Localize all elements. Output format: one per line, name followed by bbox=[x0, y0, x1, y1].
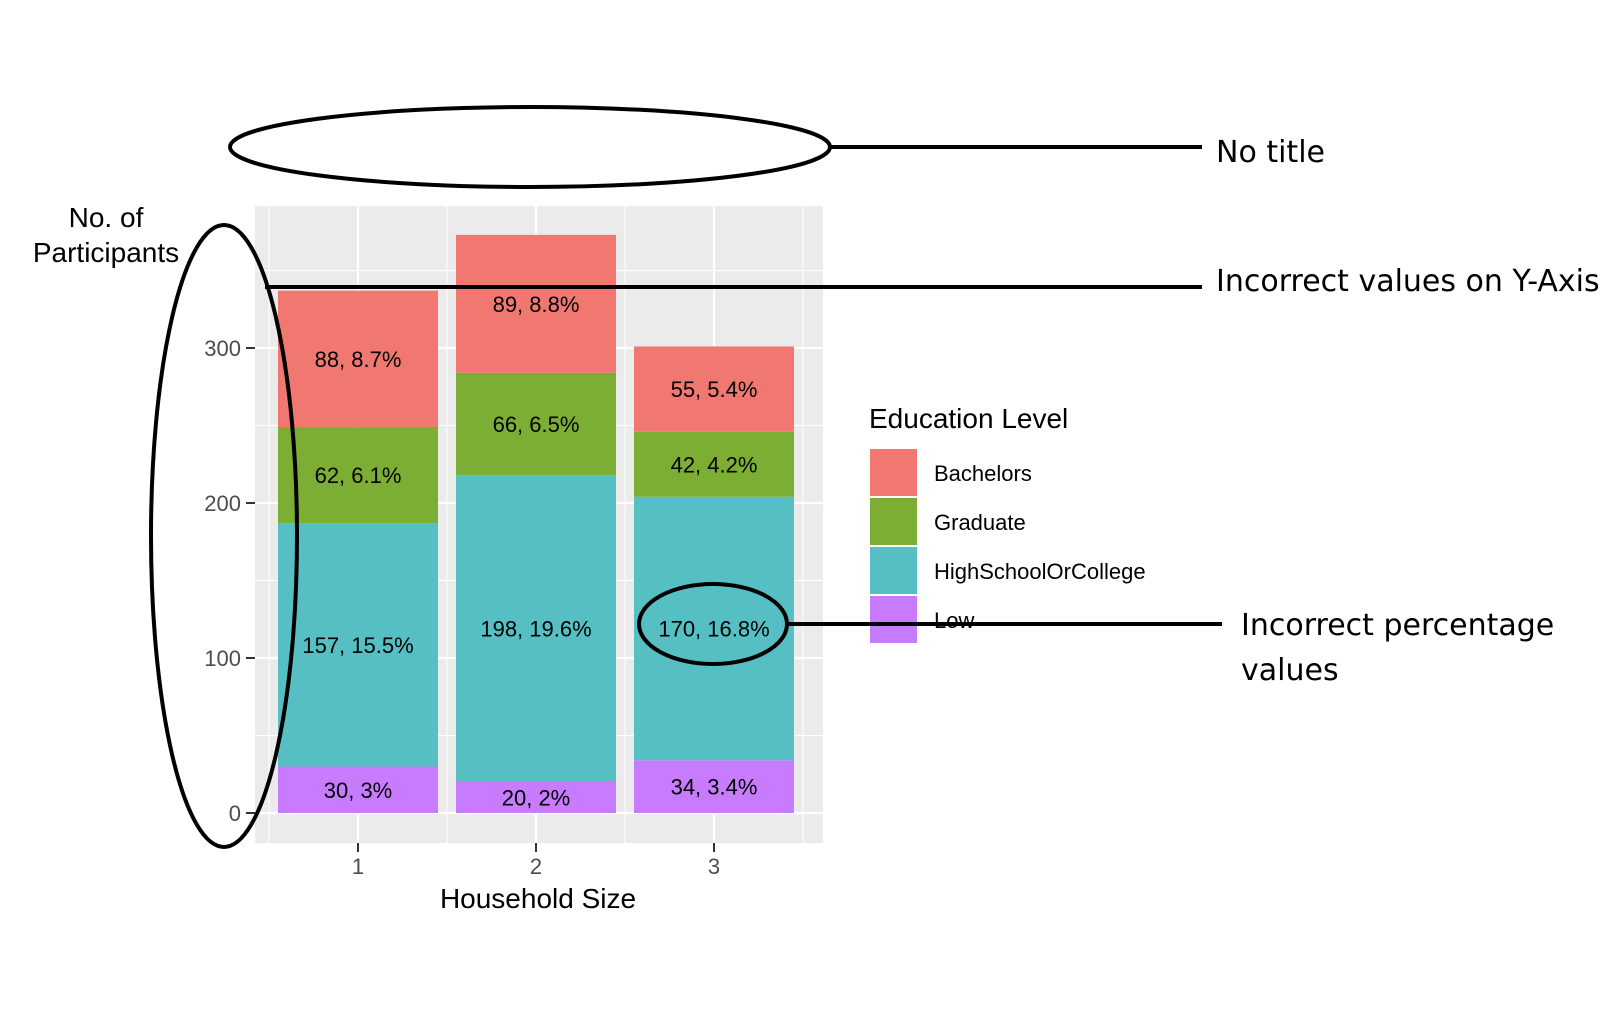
bar-segment-highschoolorcollege bbox=[634, 496, 794, 761]
bar-data-label: 42, 4.2% bbox=[671, 452, 758, 477]
bar-segment-graduate bbox=[634, 431, 794, 497]
bar-data-label: 30, 3% bbox=[324, 778, 393, 803]
bar-data-label: 170, 16.8% bbox=[658, 617, 769, 642]
bar-segment-highschoolorcollege bbox=[278, 523, 438, 767]
bar-data-label: 62, 6.1% bbox=[315, 463, 402, 488]
bar-labels: 30, 3% 157, 15.5% 62, 6.1% 88, 8.7% 20, 2% 19… bbox=[302, 292, 769, 811]
x-tick-label: 1 bbox=[352, 854, 364, 879]
y-tick-label: 100 bbox=[204, 646, 241, 671]
bars bbox=[278, 234, 794, 813]
bar-data-label: 157, 15.5% bbox=[302, 633, 413, 658]
x-axis-title: Household Size bbox=[440, 883, 636, 914]
bar-segment-low bbox=[634, 760, 794, 813]
legend-label-highschoolorcollege: HighSchoolOrCollege bbox=[934, 559, 1146, 584]
y-tick-label: 300 bbox=[204, 336, 241, 361]
y-tick-label: 200 bbox=[204, 491, 241, 516]
legend-key-low bbox=[868, 594, 919, 645]
annotation-percentage-line1: Incorrect percentage bbox=[1241, 608, 1554, 643]
legend-label-bachelors: Bachelors bbox=[934, 461, 1032, 486]
bar-segment-graduate bbox=[278, 427, 438, 524]
bar-data-label: 34, 3.4% bbox=[671, 775, 758, 800]
bar-data-label: 89, 8.8% bbox=[493, 292, 580, 317]
bar-data-label: 66, 6.5% bbox=[493, 412, 580, 437]
legend-label-low: Low bbox=[934, 608, 974, 633]
legend-key-bachelors bbox=[868, 447, 919, 498]
legend-key-graduate bbox=[868, 496, 919, 547]
annotations bbox=[149, 105, 1222, 849]
legend-key-highschoolorcollege bbox=[868, 545, 919, 596]
x-tick-label: 2 bbox=[530, 854, 542, 879]
bar-segment-highschoolorcollege bbox=[456, 475, 616, 782]
bar-data-label: 55, 5.4% bbox=[671, 377, 758, 402]
bar-data-label: 20, 2% bbox=[502, 786, 571, 811]
bar-segment-graduate bbox=[456, 372, 616, 476]
annotation-percentage-line2: values bbox=[1241, 653, 1339, 688]
bar-segment-bachelors bbox=[634, 346, 794, 432]
y-axis-title-line1: No. of bbox=[69, 202, 144, 233]
bar-segment-low bbox=[278, 766, 438, 813]
y-axis: 0 100 200 300 bbox=[204, 336, 255, 826]
bar-segment-low bbox=[456, 782, 616, 813]
bar-segment-bachelors bbox=[456, 234, 616, 373]
y-axis-callout-ellipse bbox=[149, 223, 299, 849]
y-tick-label: 0 bbox=[229, 801, 241, 826]
annotation-y-axis: Incorrect values on Y-Axis bbox=[1216, 264, 1600, 299]
bar-segment-bachelors bbox=[278, 290, 438, 428]
legend-label-graduate: Graduate bbox=[934, 510, 1026, 535]
plot-panel: 30, 3% 157, 15.5% 62, 6.1% 88, 8.7% 20, 2% 19… bbox=[255, 206, 823, 843]
x-tick-label: 3 bbox=[708, 854, 720, 879]
y-axis-title-line2: Participants bbox=[33, 237, 179, 268]
legend-title: Education Level bbox=[869, 403, 1068, 434]
legend: Education Level Bachelors Graduate HighSch… bbox=[868, 403, 1146, 645]
x-axis: 1 2 3 bbox=[352, 843, 720, 879]
bar-data-label: 198, 19.6% bbox=[480, 617, 591, 642]
bar-data-label: 88, 8.7% bbox=[315, 347, 402, 372]
annotation-no-title: No title bbox=[1216, 135, 1325, 170]
